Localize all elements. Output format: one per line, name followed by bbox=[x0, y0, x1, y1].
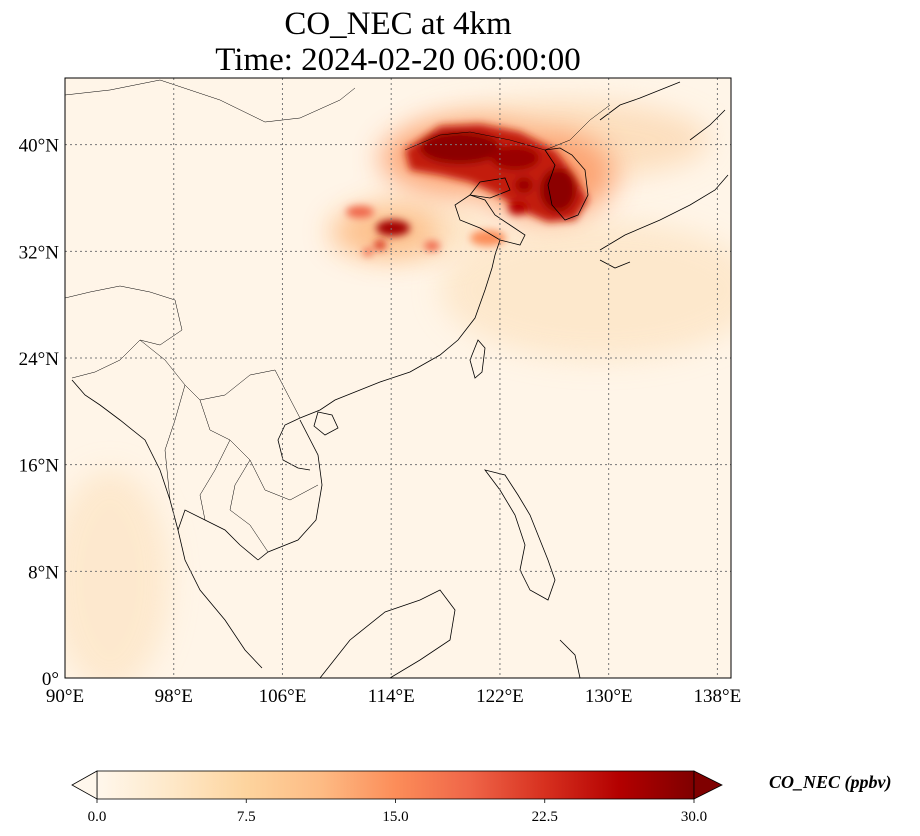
korea-coast bbox=[544, 147, 589, 221]
taiwan-coast bbox=[469, 339, 486, 379]
japan-coast bbox=[599, 109, 729, 269]
colorbar-tick-label: 0.0 bbox=[88, 809, 107, 825]
colorbar-ticks: 0.0 7.5 15.0 22.5 30.0 bbox=[88, 799, 707, 825]
lon-tick-label: 122°E bbox=[476, 686, 524, 707]
co-plume-layer bbox=[330, 120, 615, 257]
lon-tick-label: 138°E bbox=[694, 686, 742, 707]
lat-tick-label: 40°N bbox=[19, 136, 60, 157]
lat-tick-label: 16°N bbox=[19, 456, 60, 477]
colorbar-tick-label: 7.5 bbox=[237, 809, 256, 825]
sulawesi-coast bbox=[559, 639, 581, 678]
lon-tick-label: 114°E bbox=[368, 686, 415, 707]
lon-tick-label: 90°E bbox=[46, 686, 84, 707]
philippines-coast bbox=[484, 469, 556, 601]
gridlines bbox=[65, 78, 731, 678]
colorbar-min-extend bbox=[71, 770, 98, 800]
colorbar-label: CO_NEC (ppbv) bbox=[769, 772, 892, 792]
map-frame bbox=[64, 77, 732, 679]
shandong-peninsula bbox=[469, 177, 511, 199]
map-title-line1: CO_NEC at 4km bbox=[284, 6, 512, 42]
hainan-coast bbox=[313, 411, 339, 436]
china-coastline bbox=[277, 239, 501, 471]
map-title-line2: Time: 2024-02-20 06:00:00 bbox=[215, 42, 581, 78]
bohai-coast bbox=[454, 194, 526, 246]
coastlines bbox=[71, 81, 729, 678]
colorbar: 0.0 7.5 15.0 22.5 30.0 bbox=[71, 770, 723, 825]
malay-coast bbox=[71, 379, 179, 531]
lon-tick-label: 106°E bbox=[259, 686, 307, 707]
colorbar-tick-label: 22.5 bbox=[532, 809, 558, 825]
colorbar-gradient bbox=[96, 770, 695, 800]
lon-axis-labels: 90°E 98°E 106°E 114°E 122°E 130°E 138°E bbox=[46, 686, 741, 707]
lat-tick-label: 8°N bbox=[28, 562, 59, 583]
background-haze bbox=[65, 100, 731, 678]
colorbar-tick-label: 15.0 bbox=[382, 809, 408, 825]
lon-tick-label: 130°E bbox=[585, 686, 633, 707]
lat-axis-labels: 0° 8°N 16°N 24°N 32°N 40°N bbox=[19, 136, 60, 690]
colorbar-max-extend bbox=[693, 770, 723, 800]
lat-tick-label: 24°N bbox=[19, 349, 60, 370]
colorbar-tick-label: 30.0 bbox=[681, 809, 707, 825]
russia-coast bbox=[599, 81, 681, 121]
lat-tick-label: 0° bbox=[42, 669, 59, 690]
borneo-coast bbox=[319, 589, 456, 678]
lon-tick-label: 98°E bbox=[155, 686, 193, 707]
country-borders bbox=[65, 79, 611, 553]
lat-tick-label: 32°N bbox=[19, 242, 60, 263]
